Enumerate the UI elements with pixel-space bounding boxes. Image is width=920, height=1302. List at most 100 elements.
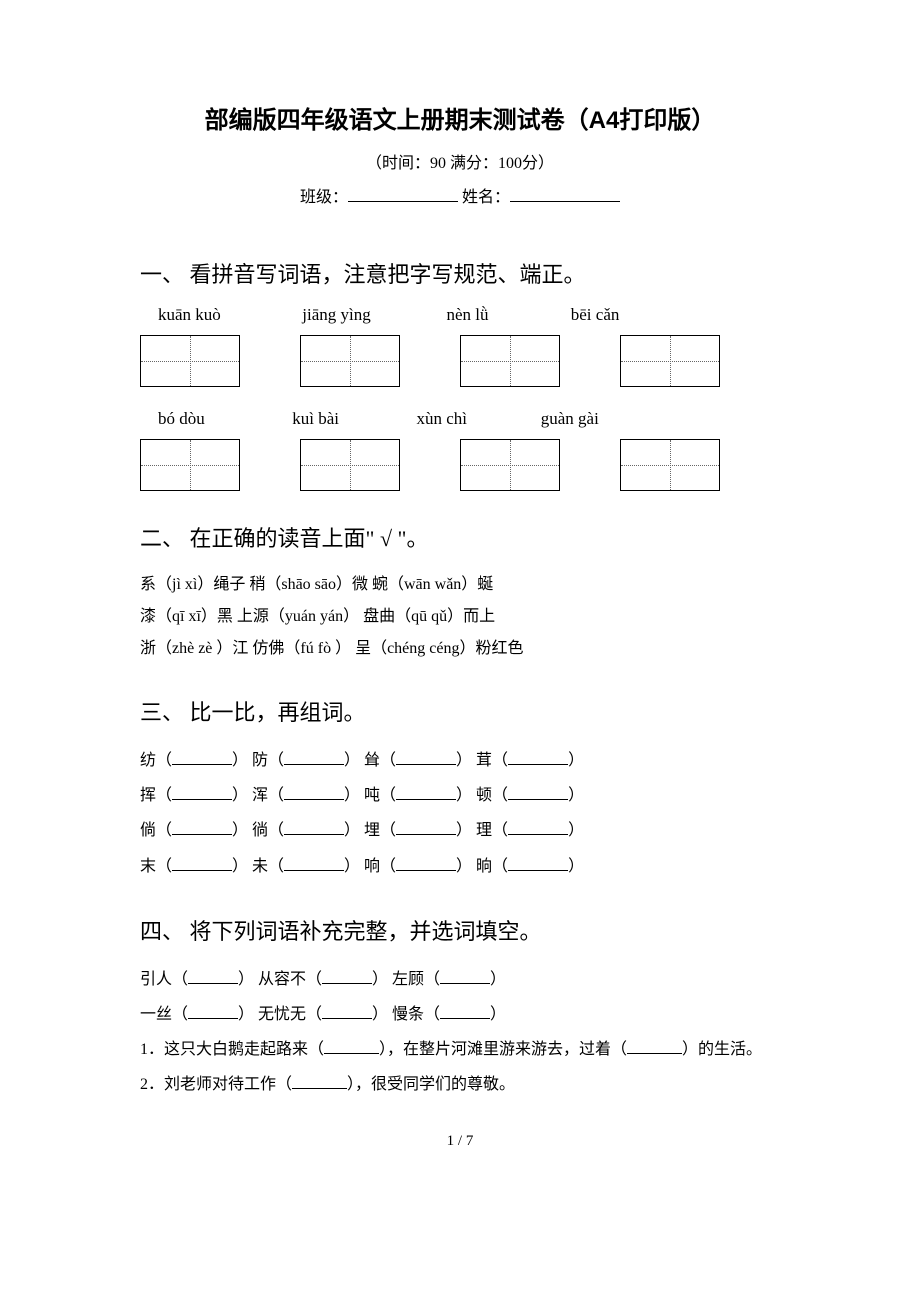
s3-text: ） 徜（	[232, 822, 284, 839]
page-footer: 1 / 7	[140, 1133, 780, 1150]
s4-text: ）的生活。	[682, 1041, 762, 1058]
pinyin-label: nèn lǜ	[447, 305, 567, 325]
blank	[508, 799, 568, 800]
s3-text: ）	[568, 822, 584, 839]
blank	[508, 764, 568, 765]
s4-text: ），在整片河滩里游来游去，过着（	[379, 1041, 627, 1058]
blank	[284, 870, 344, 871]
blank	[284, 799, 344, 800]
pinyin-label: kuān kuò	[158, 305, 298, 325]
blank	[324, 1053, 379, 1054]
s4-text: ） 无忧无（	[238, 1006, 322, 1023]
char-box	[620, 335, 720, 387]
s3-text: 倘（	[140, 822, 172, 839]
s4-row: 一丝（ ） 无忧无（ ） 慢条（ ）	[140, 997, 780, 1032]
s3-text: ） 晌（	[456, 858, 508, 875]
blank	[188, 983, 238, 984]
s3-text: ） 耸（	[344, 752, 396, 769]
char-box	[140, 439, 240, 491]
s4-text: ） 左顾（	[372, 971, 440, 988]
s3-text: ） 吨（	[344, 787, 396, 804]
s3-text: ） 顿（	[456, 787, 508, 804]
name-label: 姓名：	[462, 189, 510, 206]
blank	[440, 1018, 490, 1019]
blank	[284, 764, 344, 765]
s3-text: ） 理（	[456, 822, 508, 839]
s4-text: 引人（	[140, 971, 188, 988]
pinyin-row-2: bó dòu kuì bài xùn chì guàn gài	[140, 409, 780, 429]
pinyin-row-1: kuān kuò jiāng yìng nèn lǜ bēi cǎn	[140, 305, 780, 325]
section3-heading: 三、 比一比，再组词。	[140, 695, 780, 727]
s3-text: 末（	[140, 858, 172, 875]
pinyin-label: guàn gài	[541, 409, 599, 429]
blank	[172, 870, 232, 871]
pinyin-label: kuì bài	[292, 409, 412, 429]
s3-text: 挥（	[140, 787, 172, 804]
class-blank	[348, 186, 458, 202]
s3-text: ） 埋（	[344, 822, 396, 839]
section1-heading: 一、 看拼音写词语，注意把字写规范、端正。	[140, 257, 780, 289]
section4-body: 引人（ ） 从容不（ ） 左顾（ ） 一丝（ ） 无忧无（ ） 慢条（ ） 1．这只大白鹅走…	[140, 962, 780, 1103]
s3-text: ） 响（	[344, 858, 396, 875]
s3-row: 倘（ ） 徜（ ） 埋（ ） 理（ ）	[140, 813, 780, 848]
s4-text: ） 慢条（	[372, 1006, 440, 1023]
s3-text: ） 浑（	[232, 787, 284, 804]
blank	[508, 870, 568, 871]
blank	[508, 834, 568, 835]
s4-text: ）	[490, 971, 506, 988]
s3-row: 纺（） 防（） 耸（） 茸（）	[140, 743, 780, 778]
s4-text: 2．刘老师对待工作（	[140, 1076, 292, 1093]
pinyin-label: jiāng yìng	[302, 305, 442, 325]
char-box-row	[140, 439, 780, 491]
s2-line: 浙（zhè zè ）江 仿佛（fú fò ） 呈（chéng céng）粉红色	[140, 633, 780, 665]
blank	[396, 870, 456, 871]
s4-text: ）	[490, 1006, 506, 1023]
s3-row: 末（ ） 未（ ） 响（ ） 晌（ ）	[140, 849, 780, 884]
s4-text: 一丝（	[140, 1006, 188, 1023]
s2-line: 系（jì xì）绳子 稍（shāo sāo）微 蜿（wān wǎn）蜒	[140, 569, 780, 601]
section2-heading: 二、 在正确的读音上面" √ "。	[140, 521, 780, 553]
s3-text: ） 未（	[232, 858, 284, 875]
page-title: 部编版四年级语文上册期末测试卷（A4打印版）	[140, 100, 780, 135]
meta-line: （时间：90 满分：100分）	[140, 149, 780, 173]
blank	[322, 983, 372, 984]
char-box	[300, 439, 400, 491]
s3-text: ）	[568, 752, 584, 769]
char-box	[140, 335, 240, 387]
s3-text: 纺（	[140, 752, 172, 769]
s3-row: 挥（ ） 浑（ ） 吨（ ） 顿（ ）	[140, 778, 780, 813]
blank	[322, 1018, 372, 1019]
blank	[172, 764, 232, 765]
s4-text: ） 从容不（	[238, 971, 322, 988]
pinyin-label: bó dòu	[158, 409, 288, 429]
blank	[396, 799, 456, 800]
name-blank	[510, 186, 620, 202]
blank	[440, 983, 490, 984]
s2-line: 漆（qī xī）黑 上源（yuán yán） 盘曲（qū qǔ）而上	[140, 601, 780, 633]
blank	[188, 1018, 238, 1019]
blank	[172, 799, 232, 800]
char-box-row	[140, 335, 780, 387]
char-box	[460, 335, 560, 387]
section3-body: 纺（） 防（） 耸（） 茸（） 挥（） 浑（） 吨（） 顿（） 倘（） 徜（） …	[140, 743, 780, 884]
class-label: 班级：	[300, 189, 348, 206]
char-box	[620, 439, 720, 491]
s3-text: ）	[568, 787, 584, 804]
s4-q2: 2．刘老师对待工作（），很受同学们的尊敬。	[140, 1067, 780, 1102]
char-box	[460, 439, 560, 491]
char-box	[300, 335, 400, 387]
s3-text: ） 茸（	[456, 752, 508, 769]
section4-heading: 四、 将下列词语补充完整，并选词填空。	[140, 914, 780, 946]
pinyin-label: xùn chì	[417, 409, 537, 429]
blank	[627, 1053, 682, 1054]
s4-q1: 1．这只大白鹅走起路来（ ），在整片河滩里游来游去，过着（ ）的生活。	[140, 1032, 780, 1067]
s4-text: 1．这只大白鹅走起路来（	[140, 1041, 324, 1058]
class-name-line: 班级： 姓名：	[140, 183, 780, 207]
pinyin-label: bēi cǎn	[571, 305, 620, 325]
blank	[284, 834, 344, 835]
blank	[172, 834, 232, 835]
blank	[292, 1088, 347, 1089]
section2-body: 系（jì xì）绳子 稍（shāo sāo）微 蜿（wān wǎn）蜒 漆（qī…	[140, 569, 780, 665]
s3-text: ）	[568, 858, 584, 875]
blank	[396, 764, 456, 765]
